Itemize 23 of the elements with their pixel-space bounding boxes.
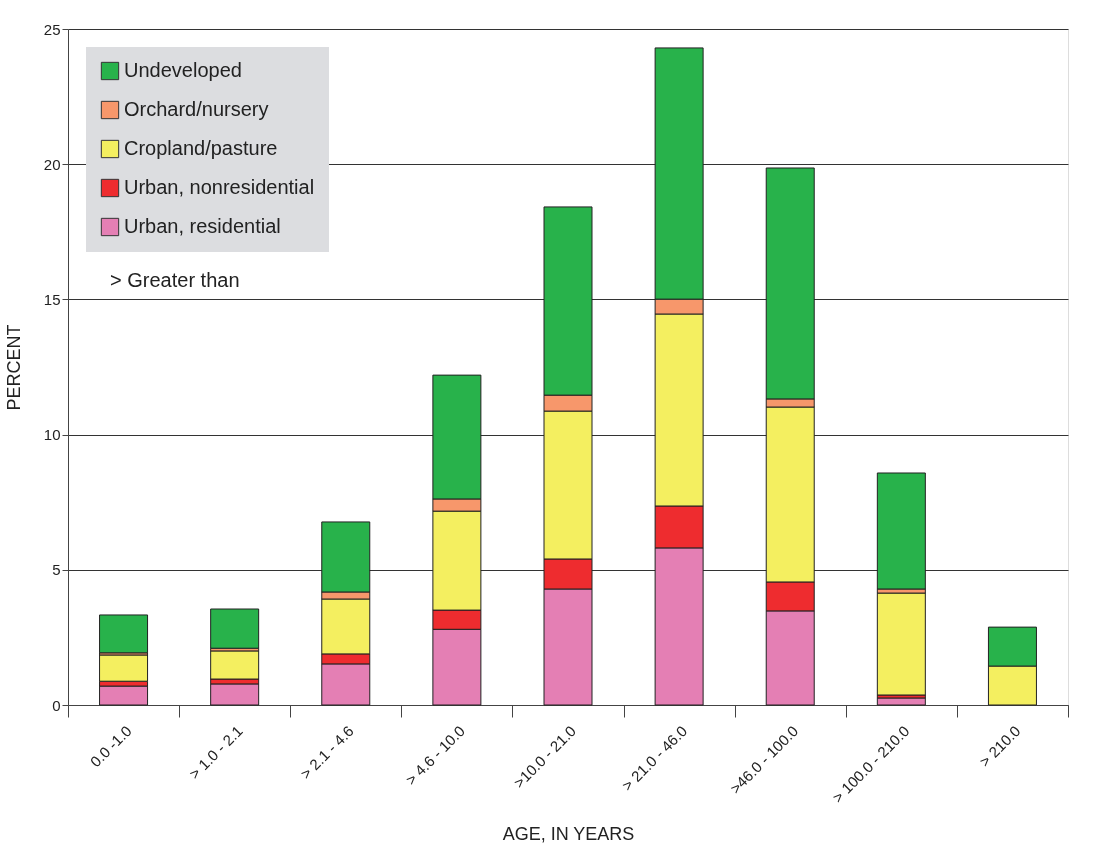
annotation: > Greater than xyxy=(110,269,240,291)
x-tick-label: > 1.0 - 2.1 xyxy=(185,722,246,783)
legend-label: Urban, residential xyxy=(124,215,281,237)
x-axis-title: AGE, IN YEARS xyxy=(502,823,635,844)
bar xyxy=(99,685,149,706)
y-axis-title: PERCENT xyxy=(3,324,24,411)
y-tick-label: 5 xyxy=(52,561,61,579)
bar xyxy=(210,683,260,706)
y-tick-label: 20 xyxy=(43,155,61,173)
y-tick-label: 25 xyxy=(43,20,61,38)
legend-label: Orchard/nursery xyxy=(124,98,269,120)
bar xyxy=(876,592,926,696)
y-tick-label: 0 xyxy=(52,696,61,714)
y-tick-label: 15 xyxy=(43,290,61,308)
bar xyxy=(876,472,926,590)
legend-label: Urban, nonresidential xyxy=(124,176,315,198)
x-tick-label: 0.0 -1.0 xyxy=(86,722,135,771)
legend-label: Undeveloped xyxy=(124,59,242,81)
x-tick-label: > 2.1 - 4.6 xyxy=(296,722,357,783)
bar xyxy=(99,614,149,654)
bar xyxy=(210,608,260,649)
y-tick-label: 10 xyxy=(43,426,61,444)
legend-label: Cropland/pasture xyxy=(124,137,278,159)
